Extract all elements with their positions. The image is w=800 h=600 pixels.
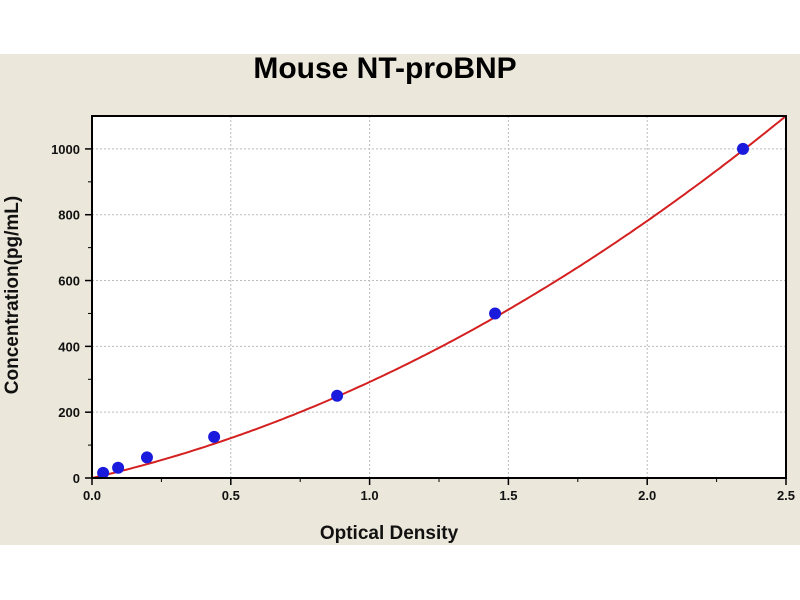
data-point — [489, 307, 502, 320]
y-axis-label: Concentration(pg/mL) — [2, 196, 23, 394]
data-point — [97, 466, 110, 479]
data-point — [736, 142, 749, 155]
data-point — [112, 461, 125, 474]
y-tick-label: 600 — [58, 274, 80, 289]
y-tick-label: 0 — [73, 471, 80, 486]
x-tick-label: 0.0 — [83, 488, 101, 503]
fit-curve — [91, 115, 787, 479]
chart-title: Mouse NT-proBNP — [253, 52, 516, 85]
x-tick-label: 0.5 — [222, 488, 240, 503]
data-point — [331, 389, 344, 402]
y-tick-label: 800 — [58, 208, 80, 223]
x-tick-label: 2.5 — [777, 488, 795, 503]
data-point — [140, 451, 153, 464]
x-axis-label: Optical Density — [320, 523, 459, 544]
plot-area — [92, 116, 786, 478]
data-point — [208, 430, 221, 443]
y-tick-label: 200 — [58, 405, 80, 420]
y-tick-label: 1000 — [51, 142, 80, 157]
x-tick-label: 1.5 — [499, 488, 517, 503]
x-tick-label: 1.0 — [361, 488, 379, 503]
x-tick-label: 2.0 — [638, 488, 656, 503]
y-tick-label: 400 — [58, 339, 80, 354]
